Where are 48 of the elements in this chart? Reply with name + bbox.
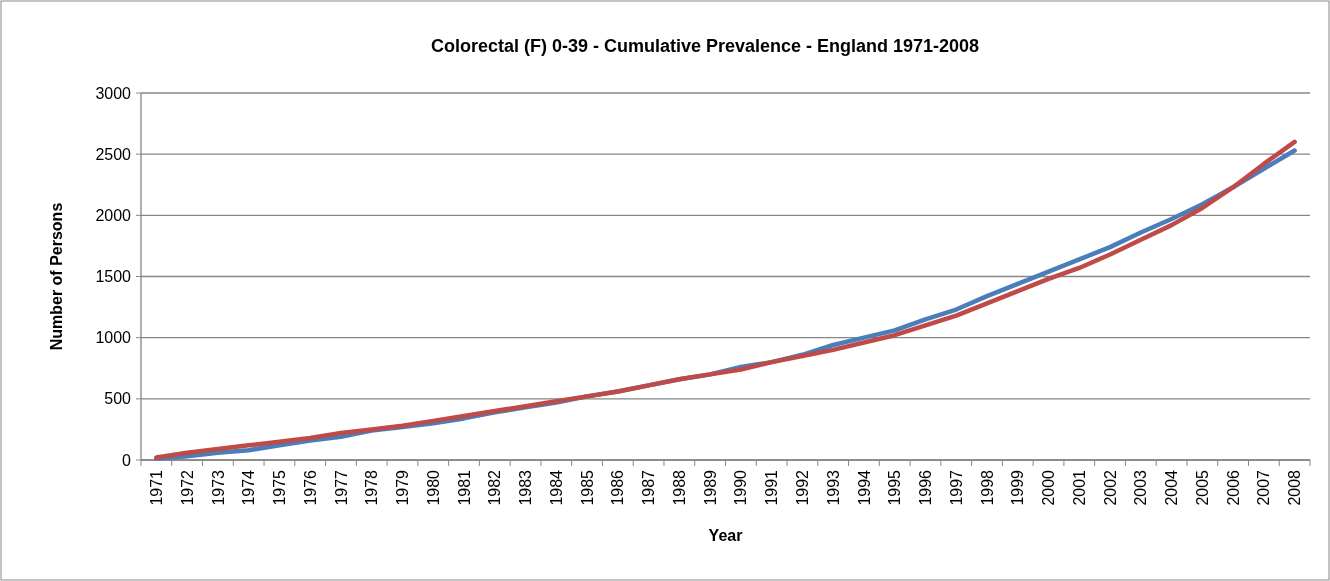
x-tick-label: 1986 (609, 469, 627, 506)
x-tick-label: 1982 (486, 469, 504, 506)
x-tick-label: 1971 (147, 469, 165, 506)
x-tick-label: 1979 (394, 469, 412, 506)
x-tick-label: 1973 (209, 469, 227, 506)
x-tick-label: 2004 (1163, 469, 1181, 506)
x-tick-label: 1989 (701, 469, 719, 506)
x-tick-label: 1993 (824, 469, 842, 506)
y-axis-title: Number of Persons (48, 202, 65, 351)
x-tick-label: 2000 (1040, 469, 1058, 506)
y-tick-label: 3000 (95, 84, 132, 102)
x-tick-label: 1975 (271, 469, 289, 506)
y-tick-label: 2500 (95, 145, 132, 163)
x-tick-label: 1983 (517, 469, 535, 506)
y-tick-label: 2000 (95, 206, 132, 224)
x-tick-label: 1977 (332, 469, 350, 506)
x-tick-label: 1976 (301, 469, 319, 506)
x-tick-label: 1974 (240, 469, 258, 506)
x-tick-label: 1972 (178, 469, 196, 506)
y-tick-label: 0 (122, 451, 132, 469)
x-tick-label: 2002 (1101, 469, 1119, 506)
x-tick-label: 2001 (1070, 469, 1088, 506)
x-tick-label: 1990 (732, 469, 750, 506)
x-tick-label: 1991 (763, 469, 781, 506)
x-tick-label: 1999 (1009, 469, 1027, 506)
x-tick-label: 1981 (455, 469, 473, 506)
x-tick-label: 2008 (1286, 469, 1304, 506)
x-tick-label: 1984 (547, 469, 565, 506)
x-tick-label: 1985 (578, 469, 596, 506)
x-tick-label: 1980 (424, 469, 442, 506)
x-tick-label: 2006 (1224, 469, 1242, 506)
y-tick-label: 1500 (95, 268, 132, 286)
x-tick-label: 2007 (1255, 469, 1273, 506)
x-axis-title: Year (708, 527, 743, 544)
x-tick-label: 1997 (947, 469, 965, 506)
y-tick-label: 1000 (95, 329, 132, 347)
x-tick-label: 1978 (363, 469, 381, 506)
x-tick-label: 2003 (1132, 469, 1150, 506)
x-tick-label: 1987 (640, 469, 658, 506)
x-tick-label: 2005 (1193, 469, 1211, 506)
y-tick-label: 500 (104, 390, 132, 408)
x-tick-label: 1995 (886, 469, 904, 506)
x-tick-label: 1998 (978, 469, 996, 506)
x-tick-label: 1996 (917, 469, 935, 506)
x-tick-label: 1994 (855, 469, 873, 506)
x-tick-label: 1988 (670, 469, 688, 506)
chart-title: Colorectal (F) 0-39 - Cumulative Prevalence - England 1971-2008 (430, 36, 980, 56)
x-tick-label: 1992 (794, 469, 812, 506)
